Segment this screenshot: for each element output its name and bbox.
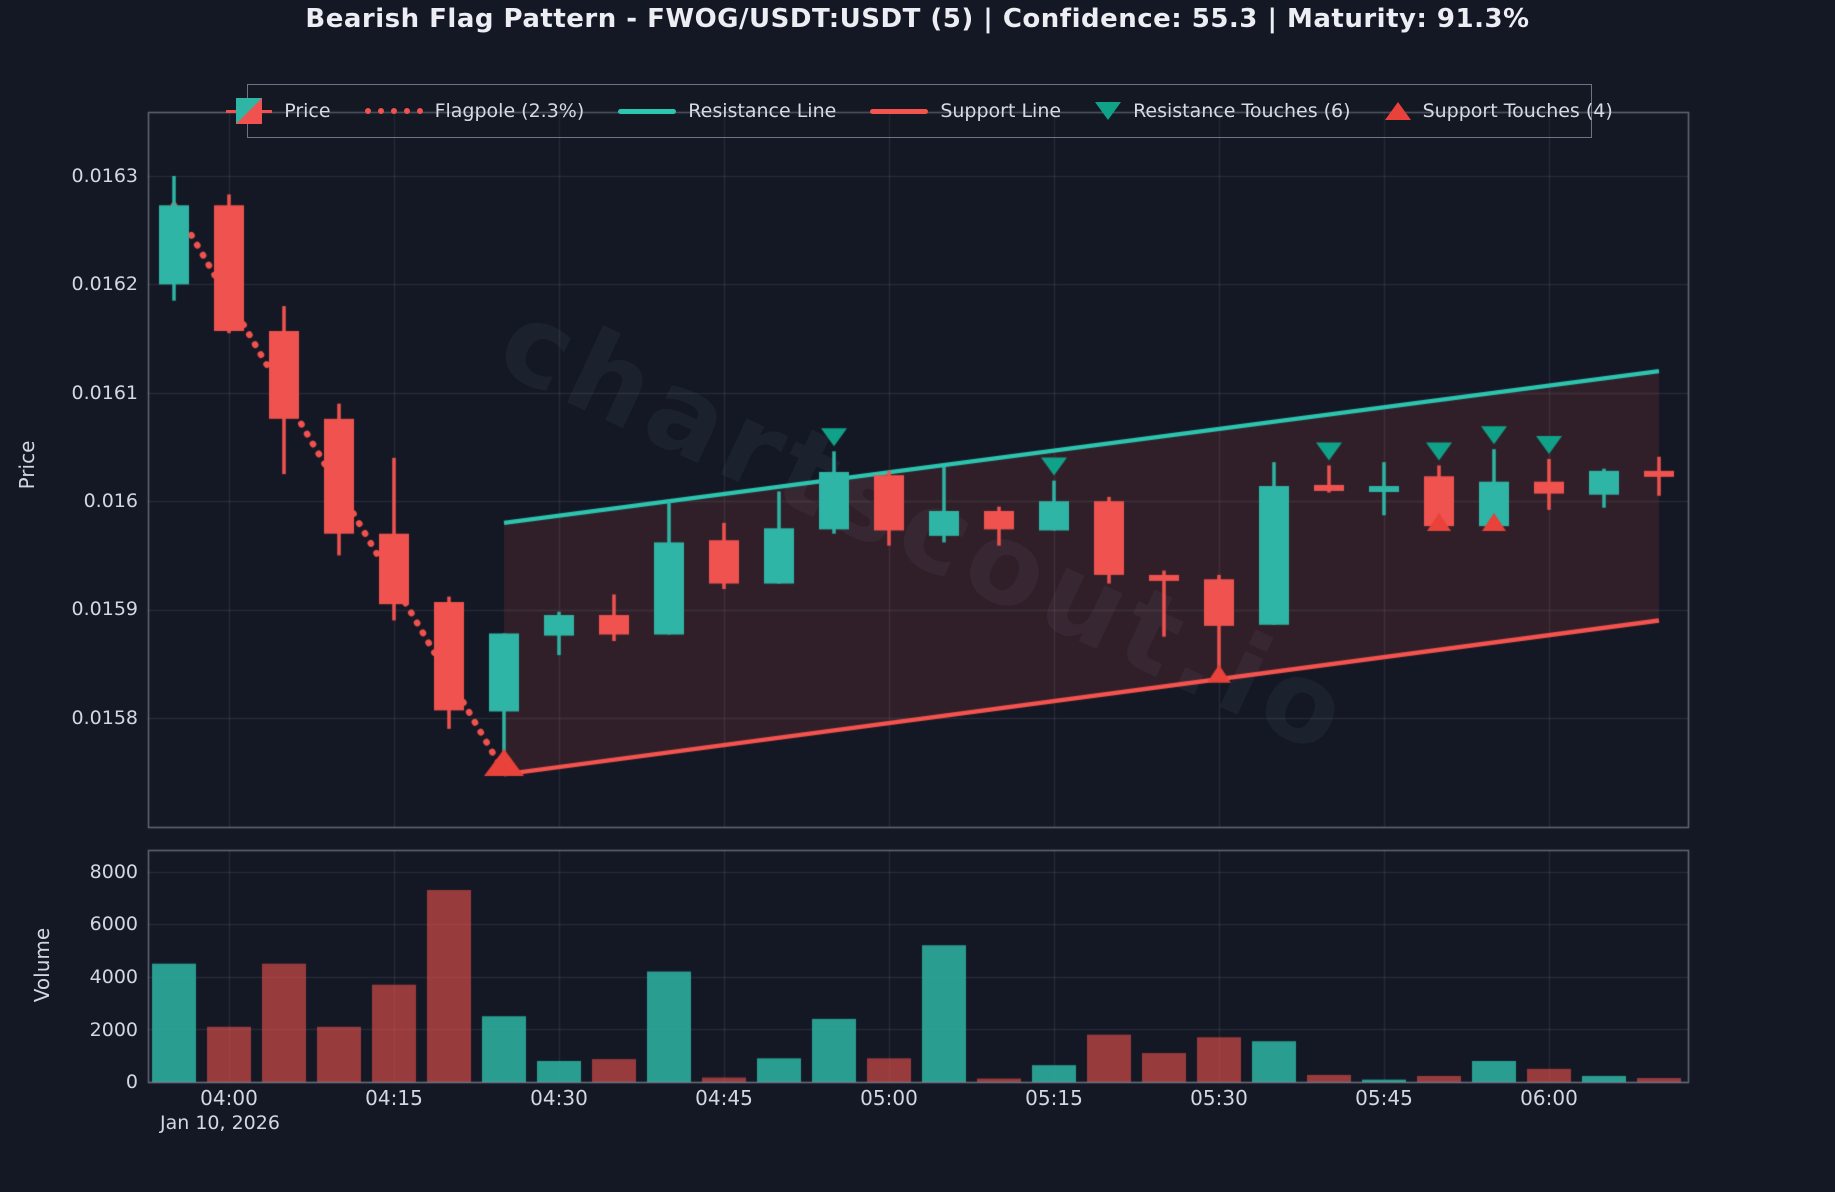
triangle-down-icon [1095, 102, 1122, 120]
price-axis-label: 0.0162 [71, 273, 138, 295]
resistance-line-icon [618, 108, 677, 114]
volume-axis-label: 8000 [89, 861, 138, 883]
price-axis-title: Price [15, 440, 39, 490]
legend-label-resistance-touches: Resistance Touches (6) [1133, 100, 1351, 122]
legend-label-flagpole: Flagpole (2.3%) [434, 100, 585, 122]
time-axis-label: 04:00 [200, 1086, 258, 1110]
time-axis-label: 04:30 [530, 1086, 588, 1110]
price-axis-label: 0.016 [83, 490, 138, 512]
volume-axis-label: 0 [125, 1071, 138, 1093]
volume-axis-label: 6000 [89, 913, 138, 935]
legend-label-resistance-line: Resistance Line [688, 100, 837, 122]
legend-label-support-line: Support Line [940, 100, 1062, 122]
dotted-line-icon [364, 108, 423, 114]
legend-item-support-touches: Support Touches (4) [1384, 100, 1613, 122]
time-axis-label: 04:15 [365, 1086, 423, 1110]
volume-axis-title: Volume [30, 927, 54, 1003]
legend-label-support-touches: Support Touches (4) [1422, 100, 1613, 122]
price-axis-label: 0.0161 [71, 382, 138, 404]
legend-label-price: Price [284, 100, 331, 122]
time-axis-label: 06:00 [1520, 1086, 1578, 1110]
time-axis-label: 04:45 [695, 1086, 753, 1110]
legend-item-resistance-line: Resistance Line [618, 100, 836, 122]
legend-item-support-line: Support Line [870, 100, 1061, 122]
legend: Price Flagpole (2.3%) Resistance Line Su… [226, 84, 1613, 138]
volume-axis-label: 4000 [89, 966, 138, 988]
price-axis-label: 0.0158 [71, 707, 138, 729]
legend-item-flagpole: Flagpole (2.3%) [364, 100, 585, 122]
chart-title: Bearish Flag Pattern - FWOG/USDT:USDT (5… [305, 4, 1530, 34]
volume-axis-label: 2000 [89, 1019, 138, 1041]
time-axis-label: 05:00 [860, 1086, 918, 1110]
time-axis-label: 05:30 [1190, 1086, 1248, 1110]
legend-item-resistance-touches: Resistance Touches (6) [1095, 100, 1351, 122]
price-axis-label: 0.0163 [71, 165, 138, 187]
time-axis-label: 05:45 [1355, 1086, 1413, 1110]
legend-item-price: Price [226, 98, 331, 124]
time-axis-label: 05:15 [1025, 1086, 1083, 1110]
date-label: Jan 10, 2026 [160, 1112, 280, 1134]
price-axis-label: 0.0159 [71, 598, 138, 620]
support-line-icon [870, 108, 929, 114]
candlestick-swatch-icon [226, 98, 273, 124]
triangle-up-icon [1384, 102, 1411, 120]
